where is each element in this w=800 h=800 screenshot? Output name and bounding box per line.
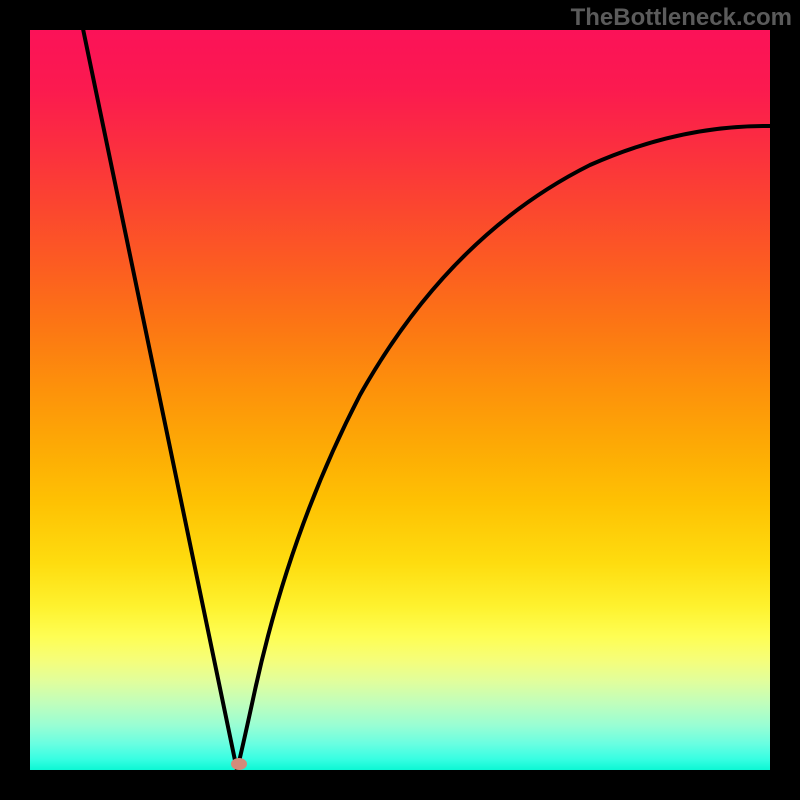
bottleneck-curve [30,30,770,770]
plot-area [30,30,770,770]
curve-path [77,30,770,770]
watermark-text: TheBottleneck.com [571,4,792,32]
chart-container: TheBottleneck.com [0,0,800,800]
